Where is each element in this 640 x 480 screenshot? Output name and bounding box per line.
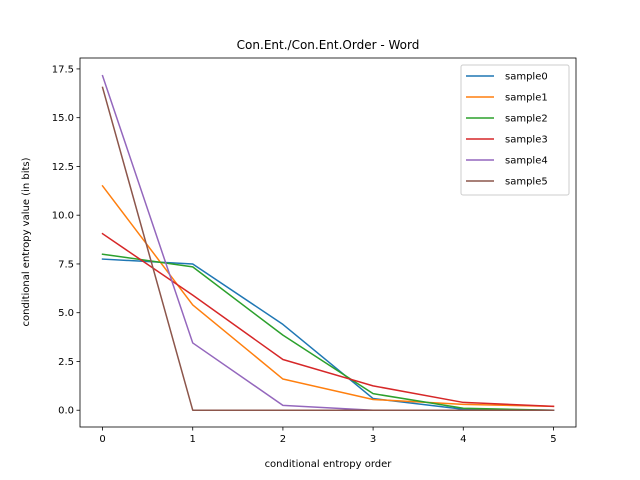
y-tick-label: 17.5 <box>52 64 74 75</box>
plot-frame <box>79 57 577 428</box>
y-axis-label: conditional entropy value (in bits) <box>21 157 32 326</box>
series-line-sample3 <box>101 232 555 408</box>
y-tick-label: 12.5 <box>52 162 74 173</box>
legend: sample0 sample1 sample2 sample3 sample4 sampl… <box>460 64 570 196</box>
x-tick-label: 3 <box>370 434 376 445</box>
x-axis-label: conditional entropy order <box>265 459 393 470</box>
y-tick-label: 5.0 <box>58 308 74 319</box>
x-tick-label: 2 <box>280 434 286 445</box>
y-tick-label: 0.0 <box>58 406 74 417</box>
legend-label-sample2: sample2 <box>505 114 548 125</box>
y-tick-label: 15.0 <box>52 113 74 124</box>
y-axis: 0.0 2.5 5.0 7.5 10.0 12.5 15.0 17.5 <box>52 64 80 417</box>
x-tick-label: 0 <box>99 434 105 445</box>
x-tick-label: 5 <box>550 434 556 445</box>
y-tick-label: 10.0 <box>52 211 74 222</box>
plot-lines <box>101 74 555 411</box>
legend-label-sample1: sample1 <box>505 93 548 104</box>
legend-box <box>460 64 570 196</box>
y-tick-label: 7.5 <box>58 259 74 270</box>
series-line-sample0 <box>101 258 555 411</box>
series-line-sample5 <box>101 86 555 411</box>
y-tick-label: 2.5 <box>58 357 74 368</box>
series-line-sample2 <box>101 253 555 411</box>
legend-label-sample4: sample4 <box>505 156 548 167</box>
legend-items: sample0 sample1 sample2 sample3 sample4 sampl… <box>466 72 548 188</box>
x-axis: 0 1 2 3 4 5 <box>99 427 557 445</box>
x-tick-label: 1 <box>190 434 196 445</box>
x-tick-label: 4 <box>460 434 466 445</box>
legend-label-sample0: sample0 <box>505 72 548 83</box>
legend-label-sample5: sample5 <box>505 177 548 188</box>
legend-label-sample3: sample3 <box>505 135 548 146</box>
chart-title: Con.Ent./Con.Ent.Order - Word <box>237 38 420 52</box>
